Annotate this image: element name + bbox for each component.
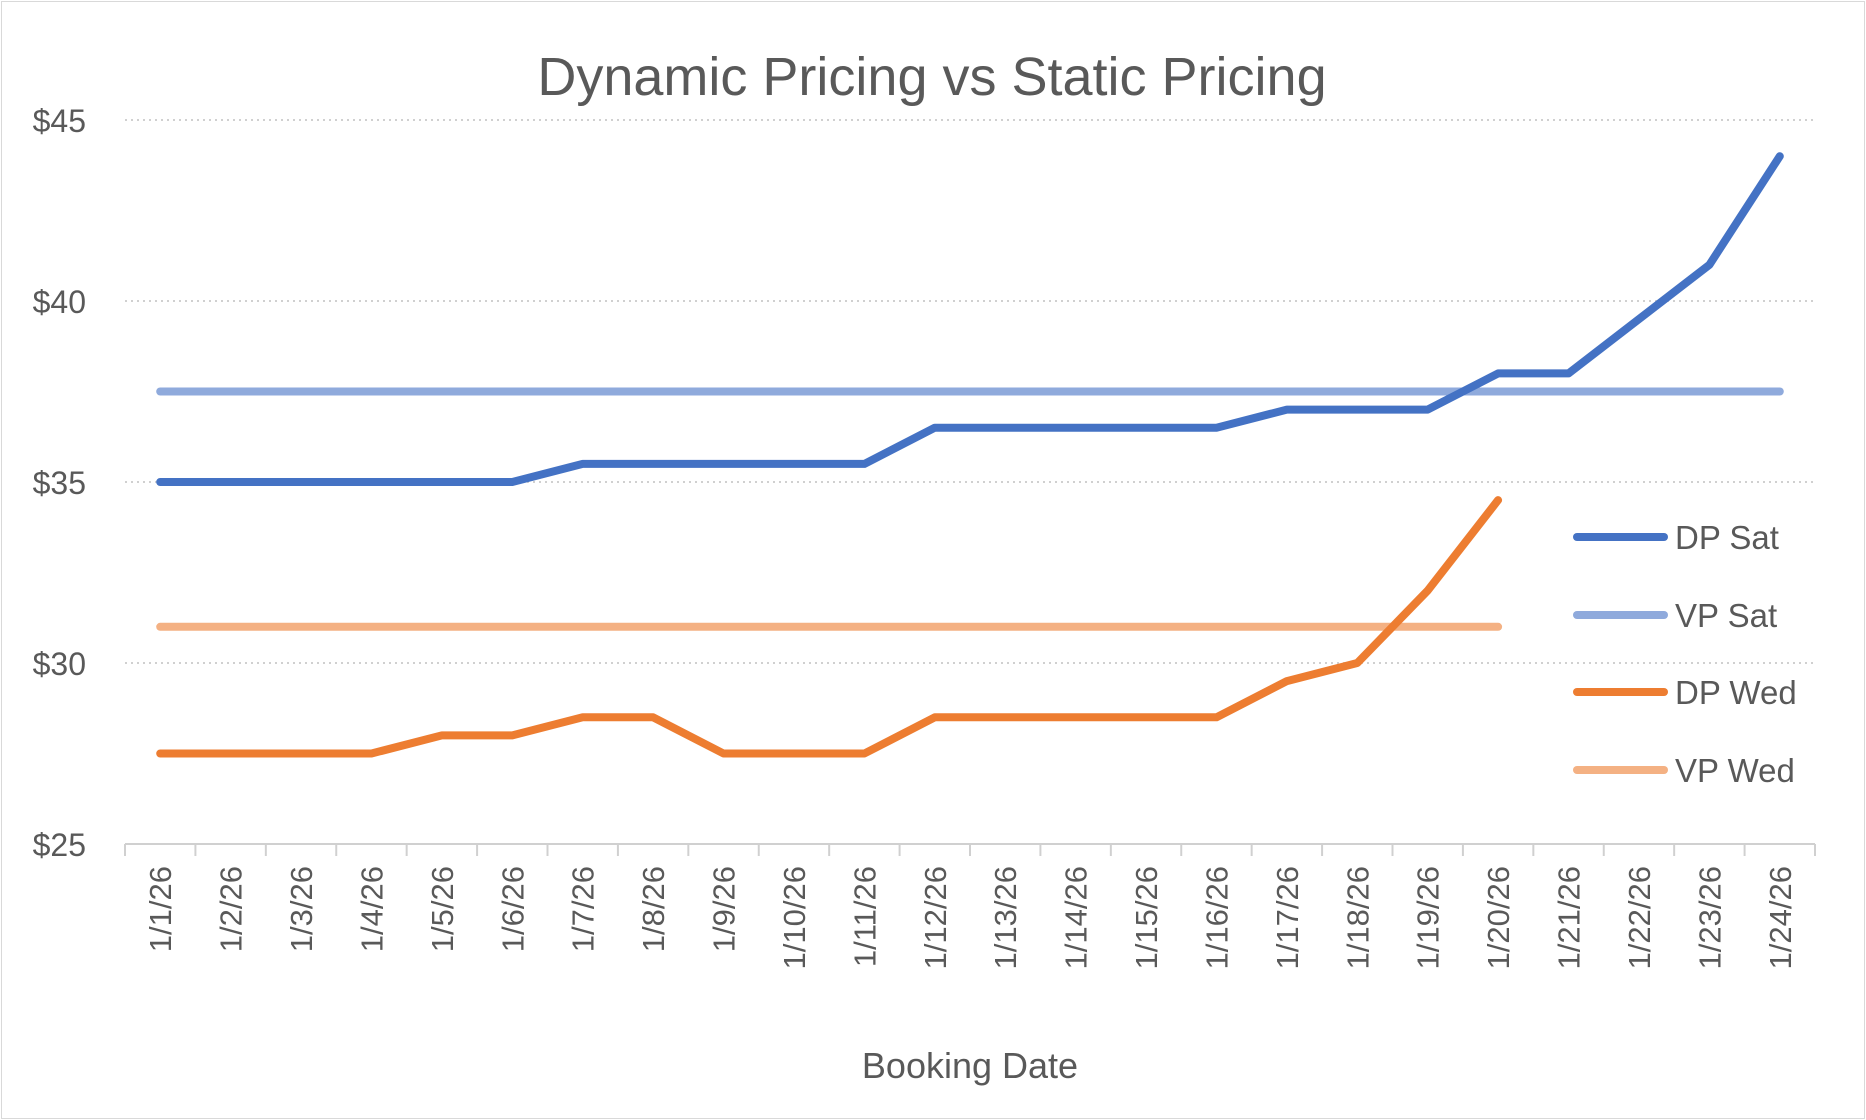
x-tick-label: 1/21/26 <box>1552 866 1587 969</box>
x-tick-label: 1/10/26 <box>777 866 812 969</box>
x-tick-label: 1/23/26 <box>1692 866 1727 969</box>
x-tick-label: 1/8/26 <box>636 866 671 952</box>
x-tick-label: 1/9/26 <box>707 866 742 952</box>
x-tick-label: 1/3/26 <box>284 866 319 952</box>
x-tick-label: 1/4/26 <box>354 866 389 952</box>
x-tick-label: 1/1/26 <box>143 866 178 952</box>
x-tick-label: 1/16/26 <box>1199 866 1234 969</box>
x-tick-label: 1/11/26 <box>847 866 882 967</box>
x-tick-label: 1/17/26 <box>1270 866 1305 969</box>
chart-title: Dynamic Pricing vs Static Pricing <box>537 47 1326 107</box>
x-tick-label: 1/2/26 <box>214 866 249 952</box>
x-tick-label: 1/19/26 <box>1411 866 1446 969</box>
y-tick-label: $45 <box>33 103 86 139</box>
x-axis-label: Booking Date <box>862 1045 1078 1086</box>
x-tick-label: 1/13/26 <box>988 866 1023 969</box>
x-tick-label: 1/14/26 <box>1059 866 1094 969</box>
x-tick-label: 1/24/26 <box>1763 866 1798 969</box>
x-tick-label: 1/5/26 <box>425 866 460 952</box>
x-tick-label: 1/20/26 <box>1481 866 1516 969</box>
x-tick-label: 1/7/26 <box>566 866 601 952</box>
x-tick-label: 1/6/26 <box>495 866 530 952</box>
series-line-dp-sat <box>156 152 1784 486</box>
y-tick-label: $25 <box>33 827 86 863</box>
legend-label: VP Sat <box>1675 597 1777 634</box>
x-tick-label: 1/22/26 <box>1622 866 1657 969</box>
y-tick-label: $35 <box>33 465 86 501</box>
legend-label: DP Sat <box>1675 519 1779 556</box>
x-tick-label: 1/12/26 <box>918 866 953 969</box>
y-tick-label: $40 <box>33 284 86 320</box>
x-tick-label: 1/15/26 <box>1129 866 1164 969</box>
series-line-dp-wed <box>156 496 1503 758</box>
legend-label: VP Wed <box>1675 752 1795 789</box>
x-tick-label: 1/18/26 <box>1340 866 1375 969</box>
legend-label: DP Wed <box>1675 674 1797 711</box>
y-tick-label: $30 <box>33 646 86 682</box>
